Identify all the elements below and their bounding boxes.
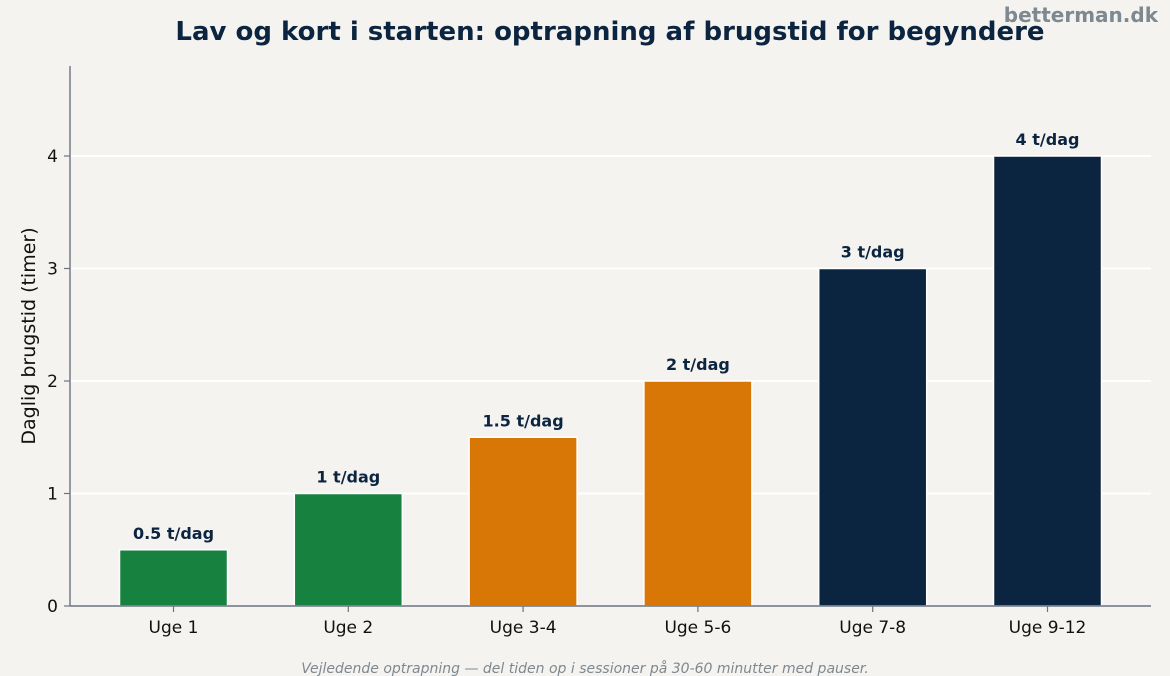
y-axis-label: Daglig brugstid (timer) [18,227,40,444]
y-tick-label-2: 2 [47,372,58,392]
x-tick-label-2: Uge 2 [323,618,373,638]
data-label-4: 2 t/dag [666,355,730,374]
axes: 0 1 2 3 4 Uge 1 Uge 2 Uge 3-4 Uge 5-6 Uge 7-8 Uge … [47,66,1151,638]
data-label-5: 3 t/dag [841,243,905,262]
y-tick-label-4: 4 [47,147,58,167]
x-tick-label-4: Uge 5-6 [664,618,731,638]
bar-1 [118,549,229,607]
y-tick-label-0: 0 [47,597,58,617]
bar-5 [817,267,928,607]
x-tick-label-1: Uge 1 [149,618,199,638]
y-tick-label-1: 1 [47,485,58,505]
data-label-1: 0.5 t/dag [133,524,214,543]
y-tick-label-3: 3 [47,260,58,280]
bars [118,155,1103,607]
bar-2 [293,492,404,607]
bar-3 [468,436,578,607]
footnote: Vejledende optrapning — del tiden op i s… [301,660,868,676]
bar-4 [643,380,753,607]
bar-6 [992,155,1103,607]
gridlines [70,155,1151,495]
x-tick-label-6: Uge 9-12 [1009,618,1087,638]
data-labels: 0.5 t/dag 1 t/dag 1.5 t/dag 2 t/dag 3 t/dag 4… [133,130,1080,543]
x-tick-label-3: Uge 3-4 [490,618,557,638]
data-label-3: 1.5 t/dag [483,411,564,430]
data-label-2: 1 t/dag [316,468,380,487]
brand-watermark: betterman.dk [1004,3,1159,27]
chart-title: Lav og kort i starten: optrapning af bru… [175,17,1044,47]
data-label-6: 4 t/dag [1016,130,1080,149]
x-tick-label-5: Uge 7-8 [839,618,906,638]
